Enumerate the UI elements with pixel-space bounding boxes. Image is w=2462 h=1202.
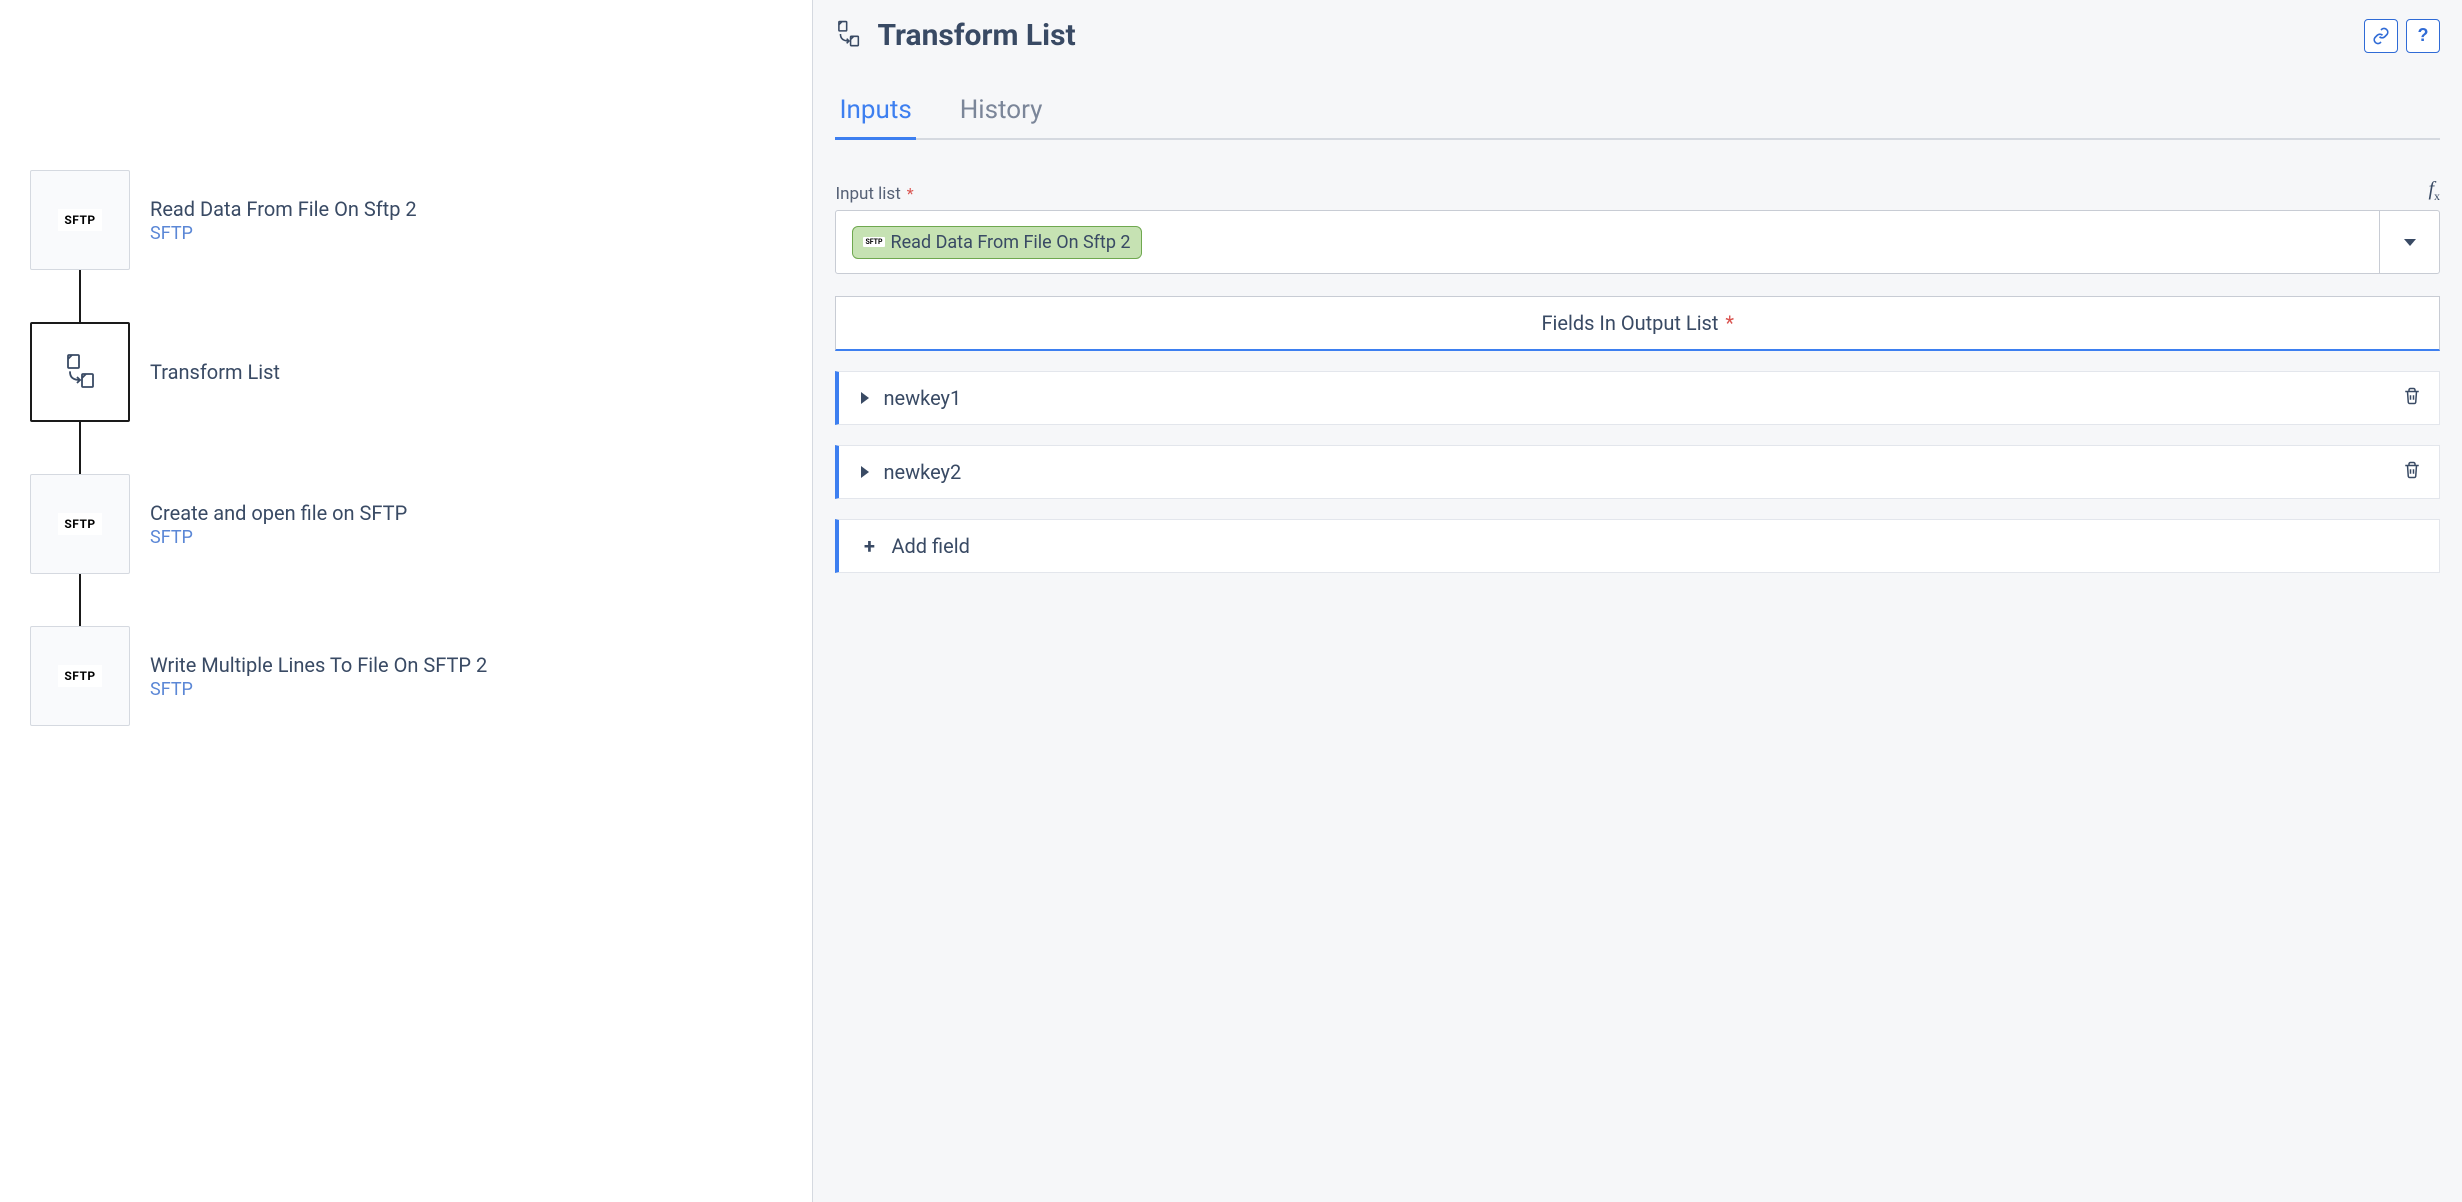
tabs: Inputs History bbox=[835, 95, 2440, 140]
required-indicator: * bbox=[1720, 311, 1734, 335]
sftp-mini-badge: SFTP bbox=[863, 237, 884, 247]
output-fields-header: Fields In Output List * bbox=[835, 296, 2440, 351]
delete-field-button[interactable] bbox=[2403, 460, 2421, 484]
transform-icon bbox=[62, 352, 98, 392]
required-indicator: * bbox=[903, 184, 914, 203]
flow-node-read-sftp[interactable]: SFTP Read Data From File On Sftp 2 SFTP bbox=[30, 170, 792, 270]
flow-connector bbox=[79, 422, 81, 474]
help-button[interactable]: ? bbox=[2406, 19, 2440, 53]
link-icon bbox=[2372, 27, 2390, 45]
input-list-label: Input list bbox=[835, 184, 900, 204]
trash-icon bbox=[2403, 460, 2421, 480]
plus-icon: + bbox=[861, 534, 877, 558]
flow-connector bbox=[79, 574, 81, 626]
sftp-badge: SFTP bbox=[58, 665, 101, 687]
formula-button[interactable]: fx bbox=[2428, 178, 2440, 204]
flow-node-subtitle: SFTP bbox=[150, 527, 407, 548]
link-button[interactable] bbox=[2364, 19, 2398, 53]
input-list-dropdown[interactable] bbox=[2379, 211, 2439, 273]
transform-icon bbox=[835, 20, 863, 52]
add-field-label: Add field bbox=[891, 534, 2421, 558]
flow-node-title: Write Multiple Lines To File On SFTP 2 bbox=[150, 653, 487, 677]
flow-node-transform-list[interactable]: Transform List bbox=[30, 322, 792, 422]
flow-connector bbox=[79, 270, 81, 322]
add-field-button[interactable]: + Add field bbox=[835, 519, 2440, 573]
output-field-row[interactable]: newkey2 bbox=[835, 445, 2440, 499]
delete-field-button[interactable] bbox=[2403, 386, 2421, 410]
input-list-value-text: Read Data From File On Sftp 2 bbox=[891, 232, 1131, 253]
detail-panel: Transform List ? Inputs History Input li… bbox=[812, 0, 2462, 1202]
chevron-right-icon bbox=[861, 392, 869, 404]
flow-node-title: Read Data From File On Sftp 2 bbox=[150, 197, 417, 221]
input-list-field[interactable]: SFTP Read Data From File On Sftp 2 bbox=[835, 210, 2440, 274]
flow-node-subtitle: SFTP bbox=[150, 223, 417, 244]
input-list-value-pill[interactable]: SFTP Read Data From File On Sftp 2 bbox=[852, 226, 1141, 259]
chevron-down-icon bbox=[2404, 239, 2416, 246]
flow-node-title: Create and open file on SFTP bbox=[150, 501, 407, 525]
tab-history[interactable]: History bbox=[956, 95, 1047, 140]
output-field-name: newkey1 bbox=[883, 386, 2389, 410]
flow-node-subtitle: SFTP bbox=[150, 679, 487, 700]
flow-node-write-lines-sftp[interactable]: SFTP Write Multiple Lines To File On SFT… bbox=[30, 626, 792, 726]
flow-node-title: Transform List bbox=[150, 360, 280, 384]
tab-inputs[interactable]: Inputs bbox=[835, 95, 915, 140]
output-field-name: newkey2 bbox=[883, 460, 2389, 484]
trash-icon bbox=[2403, 386, 2421, 406]
workflow-canvas: SFTP Read Data From File On Sftp 2 SFTP bbox=[0, 0, 812, 1202]
sftp-badge: SFTP bbox=[58, 513, 101, 535]
sftp-badge: SFTP bbox=[58, 209, 101, 231]
output-field-row[interactable]: newkey1 bbox=[835, 371, 2440, 425]
flow-node-create-file-sftp[interactable]: SFTP Create and open file on SFTP SFTP bbox=[30, 474, 792, 574]
chevron-right-icon bbox=[861, 466, 869, 478]
page-title: Transform List bbox=[877, 18, 1075, 53]
